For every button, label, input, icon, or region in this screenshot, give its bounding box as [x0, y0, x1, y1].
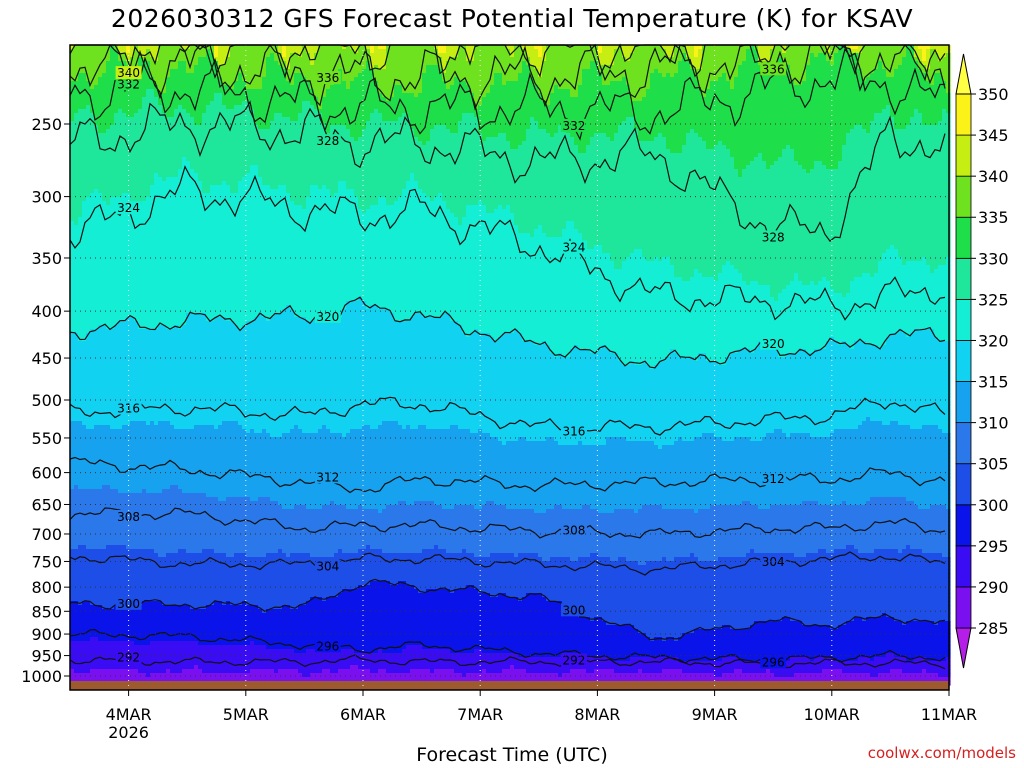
y-tick-label: 250	[31, 115, 62, 134]
y-tick-label: 950	[31, 647, 62, 666]
colorbar-label: 335	[978, 208, 1009, 227]
contour-label: 296	[762, 655, 785, 669]
colorbar-box	[956, 505, 971, 546]
y-tick-label: 750	[31, 552, 62, 571]
contour-label: 332	[563, 119, 586, 133]
colorbar-label: 310	[978, 414, 1009, 433]
colorbar-box	[956, 546, 971, 587]
x-tick-label: 4MAR	[106, 705, 152, 724]
y-tick-label: 350	[31, 249, 62, 268]
y-tick-label: 550	[31, 429, 62, 448]
colorbar-label: 345	[978, 126, 1009, 145]
colorbar-box	[956, 299, 971, 340]
colorbar-box	[956, 587, 971, 628]
contour-label: 308	[563, 524, 586, 538]
y-tick-label: 700	[31, 525, 62, 544]
contour-label: 328	[316, 134, 339, 148]
colorbar-label: 320	[978, 331, 1009, 350]
x-tick-label: 8MAR	[574, 705, 620, 724]
colorbar-label: 285	[978, 619, 1009, 638]
contour-label: 340	[117, 66, 140, 80]
x-tick-label: 5MAR	[223, 705, 269, 724]
contour-label: 292	[117, 650, 140, 664]
x-tick-sublabel: 2026	[108, 723, 149, 742]
y-tick-label: 500	[31, 391, 62, 410]
filled-contours	[70, 45, 951, 686]
y-tick-label: 850	[31, 602, 62, 621]
colorbar-box	[956, 135, 971, 176]
colorbar-label: 330	[978, 249, 1009, 268]
contour-label: 316	[563, 424, 586, 438]
x-tick-label: 6MAR	[340, 705, 386, 724]
y-tick-label: 300	[31, 188, 62, 207]
contour-label: 320	[316, 310, 339, 324]
x-tick-label: 7MAR	[457, 705, 503, 724]
x-tick-label: 10MAR	[804, 705, 860, 724]
colorbar-label: 315	[978, 373, 1009, 392]
x-tick-label: 11MAR	[921, 705, 977, 724]
contour-label: 336	[316, 71, 339, 85]
contour-label: 300	[563, 603, 586, 617]
y-tick-label: 900	[31, 625, 62, 644]
credit-link[interactable]: coolwx.com/models	[868, 744, 1016, 762]
colorbar-extend-low	[956, 628, 971, 668]
y-tick-label: 800	[31, 578, 62, 597]
colorbar-label: 305	[978, 455, 1009, 474]
colorbar-box	[956, 176, 971, 217]
contour-label: 336	[762, 62, 785, 76]
y-tick-label: 400	[31, 302, 62, 321]
contour-label: 308	[117, 510, 140, 524]
contour-label: 312	[762, 472, 785, 486]
colorbar-label: 290	[978, 578, 1009, 597]
y-tick-label: 600	[31, 464, 62, 483]
y-tick-label: 650	[31, 495, 62, 514]
contour-label: 304	[762, 555, 785, 569]
colorbar-extend-high	[956, 54, 971, 94]
colorbar-box	[956, 217, 971, 258]
colorbar-box	[956, 382, 971, 423]
x-tick-label: 9MAR	[692, 705, 738, 724]
y-tick-label: 450	[31, 349, 62, 368]
contour-label: 320	[762, 337, 785, 351]
colorbar-label: 295	[978, 537, 1009, 556]
ground-surface	[70, 681, 949, 690]
colorbar-box	[956, 258, 971, 299]
colorbar-label: 350	[978, 85, 1009, 104]
contour-label: 300	[117, 597, 140, 611]
contour-label: 316	[117, 402, 140, 416]
colorbar-box	[956, 340, 971, 381]
contour-label: 296	[316, 639, 339, 653]
y-tick-label: 1000	[21, 667, 62, 686]
colorbar-box	[956, 94, 971, 135]
colorbar-box	[956, 423, 971, 464]
contour-label: 324	[563, 241, 586, 255]
colorbar-label: 325	[978, 290, 1009, 309]
colorbar-label: 300	[978, 496, 1009, 515]
colorbar-label: 340	[978, 167, 1009, 186]
contour-label: 324	[117, 201, 140, 215]
contour-label: 328	[762, 230, 785, 244]
colorbar-box	[956, 464, 971, 505]
